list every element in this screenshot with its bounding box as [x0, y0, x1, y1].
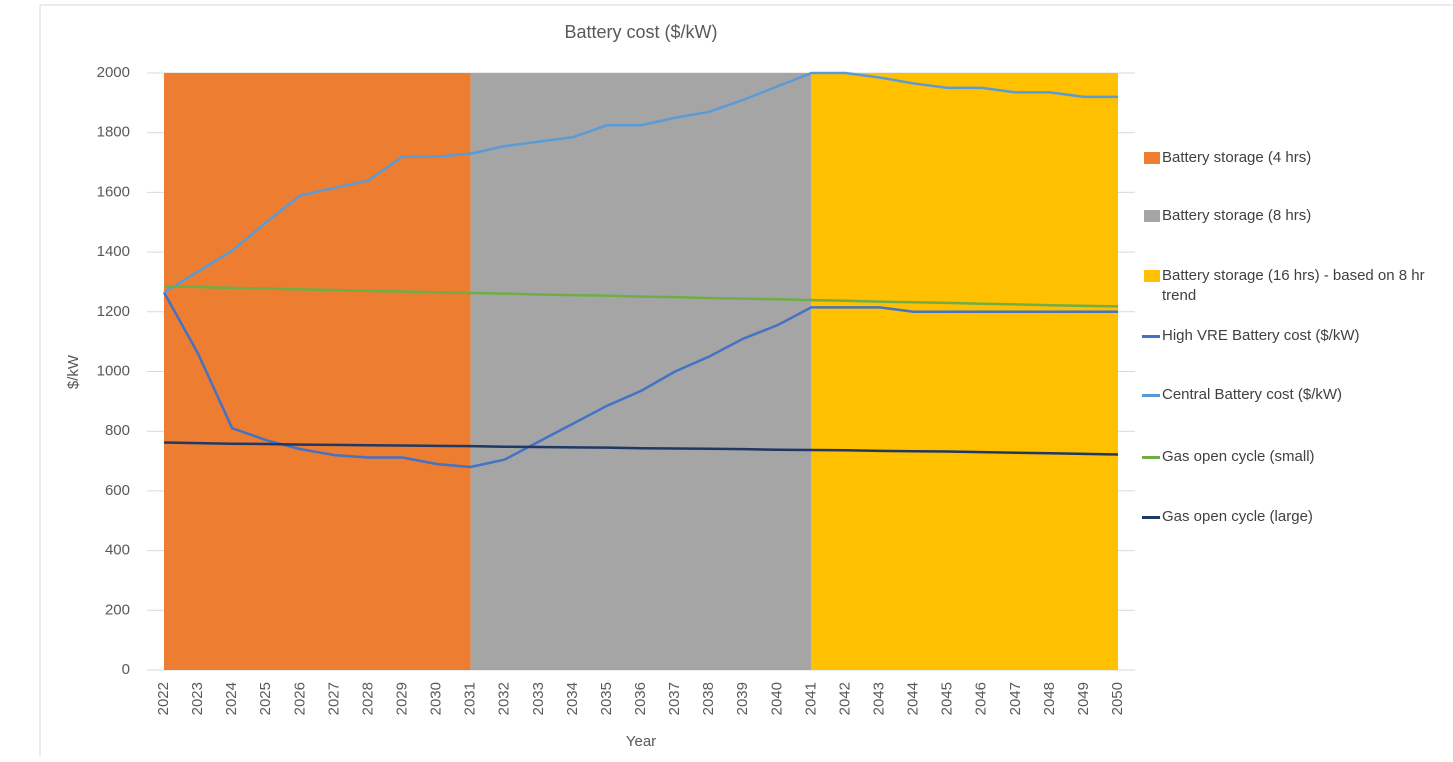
x-tick-label: 2039 [734, 682, 751, 715]
x-tick-label: 2031 [462, 682, 479, 715]
legend-swatch [1140, 326, 1160, 346]
x-tick-label: 2030 [428, 682, 445, 715]
legend-item: Central Battery cost ($/kW) [1140, 385, 1447, 405]
legend-swatch [1140, 266, 1160, 286]
y-tick-label: 200 [105, 601, 130, 618]
y-tick-label: 600 [105, 482, 130, 499]
legend-label: Battery storage (4 hrs) [1162, 149, 1312, 166]
legend-swatch-shape [1144, 210, 1160, 222]
legend-item: Gas open cycle (large) [1140, 507, 1447, 527]
x-tick-label: 2025 [257, 682, 274, 715]
area [470, 73, 812, 670]
x-tick-label: 2049 [1075, 682, 1092, 715]
x-tick-label: 2032 [496, 682, 513, 715]
legend-item: High VRE Battery cost ($/kW) [1140, 326, 1447, 346]
legend-swatch [1140, 206, 1160, 226]
line [163, 285, 1119, 308]
x-tick-label: 2027 [325, 682, 342, 715]
x-tick-label: 2042 [836, 682, 853, 715]
legend-swatch-shape [1144, 152, 1160, 164]
legend-swatch [1140, 148, 1160, 168]
legend-swatch-shape [1144, 270, 1160, 282]
x-tick-label: 2026 [291, 682, 308, 715]
x-tick-label: 2035 [598, 682, 615, 715]
legend-swatch [1140, 447, 1160, 467]
legend-label: High VRE Battery cost ($/kW) [1162, 327, 1360, 344]
y-tick-label: 0 [122, 661, 130, 678]
x-tick-label: 2043 [870, 682, 887, 715]
x-tick-label: 2044 [905, 682, 922, 715]
x-axis-label: Year [626, 733, 656, 750]
y-tick-label: 800 [105, 422, 130, 439]
legend-swatch-shape [1142, 456, 1160, 459]
legend-label: Gas open cycle (small) [1162, 448, 1315, 465]
legend-swatch [1140, 507, 1160, 527]
x-tick-label: 2045 [939, 682, 956, 715]
area [811, 73, 1118, 670]
x-tick-label: 2029 [393, 682, 410, 715]
y-tick-label: 2000 [97, 64, 130, 81]
x-tick-label: 2022 [155, 682, 172, 715]
legend-label: Battery storage (16 hrs) - based on 8 hr… [1162, 267, 1425, 304]
legend-swatch-shape [1142, 394, 1160, 397]
legend-item: Battery storage (8 hrs) [1140, 206, 1447, 226]
legend-label: Gas open cycle (large) [1162, 508, 1313, 525]
line [163, 71, 1118, 294]
x-tick-label: 2024 [223, 682, 240, 715]
x-tick-label: 2040 [768, 682, 785, 715]
x-tick-label: 2028 [359, 682, 376, 715]
x-tick-label: 2050 [1109, 682, 1126, 715]
x-tick-label: 2038 [700, 682, 717, 715]
y-tick-label: 1200 [97, 303, 130, 320]
y-tick-label: 1800 [97, 124, 130, 141]
x-tick-label: 2036 [632, 682, 649, 715]
legend-item: Gas open cycle (small) [1140, 447, 1447, 467]
x-tick-label: 2046 [973, 682, 990, 715]
chart-title: Battery cost ($/kW) [564, 22, 717, 42]
x-tick-label: 2034 [564, 682, 581, 715]
x-tick-label: 2037 [666, 682, 683, 715]
x-tick-label: 2041 [802, 682, 819, 715]
x-tick-label: 2048 [1041, 682, 1058, 715]
area [164, 73, 471, 670]
legend-item: Battery storage (16 hrs) - based on 8 hr… [1140, 266, 1447, 306]
legend-swatch-shape [1142, 516, 1160, 519]
legend-swatch [1140, 385, 1160, 405]
y-tick-label: 1400 [97, 243, 130, 260]
legend-label: Central Battery cost ($/kW) [1162, 386, 1343, 403]
line [162, 291, 1118, 469]
y-tick-label: 1000 [97, 362, 130, 379]
legend-item: Battery storage (4 hrs) [1140, 148, 1447, 168]
x-tick-label: 2033 [530, 682, 547, 715]
legend-swatch-shape [1142, 335, 1160, 338]
x-tick-label: 2047 [1007, 682, 1024, 715]
y-tick-label: 400 [105, 542, 130, 559]
x-tick-label: 2023 [189, 682, 206, 715]
line [163, 441, 1119, 456]
y-tick-label: 1600 [97, 183, 130, 200]
legend-label: Battery storage (8 hrs) [1162, 207, 1312, 224]
y-axis-label: $/kW [65, 354, 82, 389]
